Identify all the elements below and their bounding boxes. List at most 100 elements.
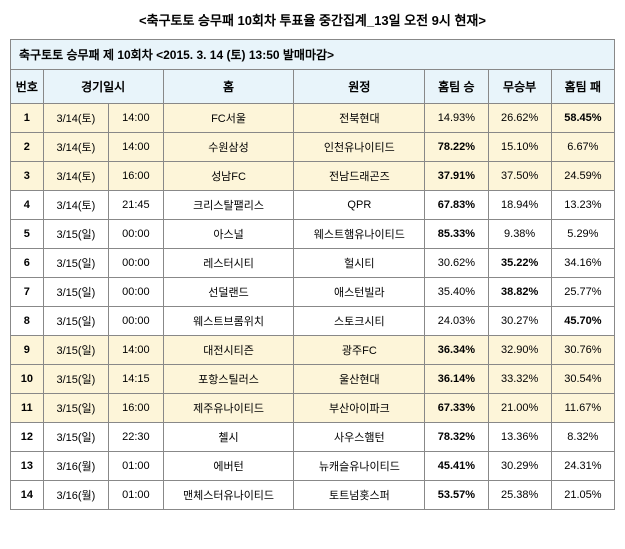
cell-time: 00:00: [109, 307, 164, 336]
table-row: 123/15(일)22:30첼시사우스햄턴78.32%13.36%8.32%: [11, 423, 615, 452]
cell-win: 14.93%: [425, 104, 488, 133]
cell-home: 에버턴: [163, 452, 294, 481]
cell-win: 45.41%: [425, 452, 488, 481]
header-row: 번호 경기일시 홈 원정 홈팀 승 무승부 홈팀 패: [11, 70, 615, 104]
cell-time: 14:00: [109, 336, 164, 365]
cell-lose: 11.67%: [551, 394, 614, 423]
cell-num: 8: [11, 307, 44, 336]
cell-time: 00:00: [109, 249, 164, 278]
cell-home: 수원삼성: [163, 133, 294, 162]
cell-time: 16:00: [109, 162, 164, 191]
cell-away: QPR: [294, 191, 425, 220]
cell-lose: 25.77%: [551, 278, 614, 307]
cell-win: 24.03%: [425, 307, 488, 336]
cell-draw: 18.94%: [488, 191, 551, 220]
cell-num: 2: [11, 133, 44, 162]
cell-lose: 5.29%: [551, 220, 614, 249]
cell-time: 14:00: [109, 133, 164, 162]
cell-time: 16:00: [109, 394, 164, 423]
cell-home: 대전시티즌: [163, 336, 294, 365]
cell-draw: 33.32%: [488, 365, 551, 394]
table-row: 133/16(월)01:00에버턴뉴캐슬유나이티드45.41%30.29%24.…: [11, 452, 615, 481]
cell-home: 성남FC: [163, 162, 294, 191]
cell-win: 37.91%: [425, 162, 488, 191]
table-row: 33/14(토)16:00성남FC전남드래곤즈37.91%37.50%24.59…: [11, 162, 615, 191]
cell-time: 14:00: [109, 104, 164, 133]
cell-home: 아스널: [163, 220, 294, 249]
cell-time: 01:00: [109, 481, 164, 510]
cell-draw: 25.38%: [488, 481, 551, 510]
cell-win: 35.40%: [425, 278, 488, 307]
cell-home: 포항스틸러스: [163, 365, 294, 394]
cell-draw: 38.82%: [488, 278, 551, 307]
cell-num: 9: [11, 336, 44, 365]
cell-away: 스토크시티: [294, 307, 425, 336]
cell-time: 21:45: [109, 191, 164, 220]
cell-lose: 45.70%: [551, 307, 614, 336]
cell-date: 3/15(일): [43, 278, 108, 307]
cell-away: 사우스햄턴: [294, 423, 425, 452]
cell-lose: 6.67%: [551, 133, 614, 162]
cell-lose: 24.31%: [551, 452, 614, 481]
cell-home: 제주유나이티드: [163, 394, 294, 423]
cell-time: 00:00: [109, 278, 164, 307]
page-title: <축구토토 승무패 10회차 투표율 중간집계_13일 오전 9시 현재>: [10, 10, 615, 29]
header-lose: 홈팀 패: [551, 70, 614, 104]
cell-draw: 32.90%: [488, 336, 551, 365]
cell-draw: 35.22%: [488, 249, 551, 278]
cell-date: 3/14(토): [43, 104, 108, 133]
cell-home: 선덜랜드: [163, 278, 294, 307]
cell-away: 울산현대: [294, 365, 425, 394]
cell-draw: 30.27%: [488, 307, 551, 336]
table-row: 63/15(일)00:00레스터시티헐시티30.62%35.22%34.16%: [11, 249, 615, 278]
cell-away: 토트넘홋스퍼: [294, 481, 425, 510]
cell-date: 3/15(일): [43, 336, 108, 365]
cell-draw: 26.62%: [488, 104, 551, 133]
cell-date: 3/15(일): [43, 394, 108, 423]
cell-num: 11: [11, 394, 44, 423]
subtitle-cell: 축구토토 승무패 제 10회차 <2015. 3. 14 (토) 13:50 발…: [11, 40, 615, 70]
header-home: 홈: [163, 70, 294, 104]
cell-draw: 9.38%: [488, 220, 551, 249]
header-win: 홈팀 승: [425, 70, 488, 104]
cell-time: 14:15: [109, 365, 164, 394]
header-datetime: 경기일시: [43, 70, 163, 104]
cell-num: 5: [11, 220, 44, 249]
cell-draw: 15.10%: [488, 133, 551, 162]
cell-win: 85.33%: [425, 220, 488, 249]
table-row: 73/15(일)00:00선덜랜드애스턴빌라35.40%38.82%25.77%: [11, 278, 615, 307]
cell-num: 1: [11, 104, 44, 133]
cell-away: 광주FC: [294, 336, 425, 365]
table-row: 103/15(일)14:15포항스틸러스울산현대36.14%33.32%30.5…: [11, 365, 615, 394]
subtitle-row: 축구토토 승무패 제 10회차 <2015. 3. 14 (토) 13:50 발…: [11, 40, 615, 70]
cell-away: 전북현대: [294, 104, 425, 133]
cell-date: 3/16(월): [43, 452, 108, 481]
cell-date: 3/15(일): [43, 365, 108, 394]
cell-date: 3/15(일): [43, 249, 108, 278]
cell-lose: 24.59%: [551, 162, 614, 191]
cell-date: 3/14(토): [43, 133, 108, 162]
cell-away: 웨스트햄유나이티드: [294, 220, 425, 249]
cell-num: 7: [11, 278, 44, 307]
cell-lose: 30.54%: [551, 365, 614, 394]
table-row: 53/15(일)00:00아스널웨스트햄유나이티드85.33%9.38%5.29…: [11, 220, 615, 249]
cell-away: 헐시티: [294, 249, 425, 278]
cell-home: 웨스트브롬위치: [163, 307, 294, 336]
cell-home: 첼시: [163, 423, 294, 452]
cell-home: FC서울: [163, 104, 294, 133]
cell-away: 애스턴빌라: [294, 278, 425, 307]
cell-num: 4: [11, 191, 44, 220]
cell-date: 3/14(토): [43, 191, 108, 220]
betting-table: 축구토토 승무패 제 10회차 <2015. 3. 14 (토) 13:50 발…: [10, 39, 615, 510]
cell-win: 67.83%: [425, 191, 488, 220]
cell-num: 10: [11, 365, 44, 394]
cell-date: 3/16(월): [43, 481, 108, 510]
cell-date: 3/15(일): [43, 307, 108, 336]
table-row: 83/15(일)00:00웨스트브롬위치스토크시티24.03%30.27%45.…: [11, 307, 615, 336]
cell-win: 78.22%: [425, 133, 488, 162]
cell-lose: 30.76%: [551, 336, 614, 365]
cell-lose: 34.16%: [551, 249, 614, 278]
cell-win: 30.62%: [425, 249, 488, 278]
cell-draw: 37.50%: [488, 162, 551, 191]
cell-date: 3/14(토): [43, 162, 108, 191]
